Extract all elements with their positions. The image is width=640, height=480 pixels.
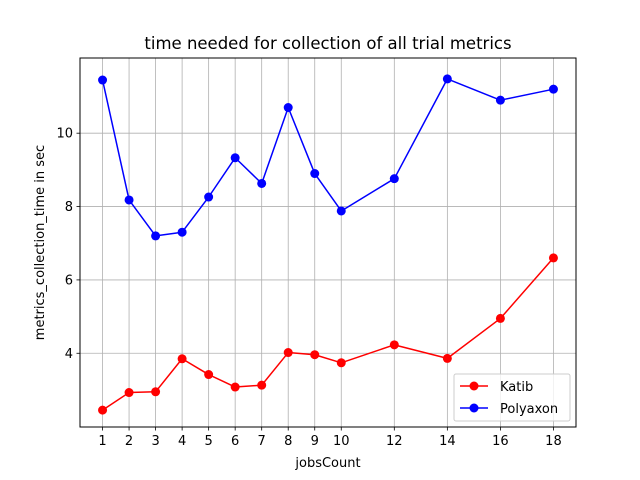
data-point-katib: [310, 350, 320, 360]
data-point-katib: [151, 387, 161, 397]
data-point-katib: [257, 380, 267, 390]
data-point-katib: [548, 253, 558, 263]
legend: Katib Polyaxon: [453, 373, 571, 422]
x-tick-label: 8: [284, 434, 292, 449]
data-point-katib: [98, 405, 108, 415]
data-point-polyaxon: [310, 169, 320, 179]
x-tick-label: 5: [205, 434, 213, 449]
x-axis-ticks: 1 2 3 4 5 6 7 8 9 10 12 14 16 18: [98, 427, 562, 449]
data-point-katib: [177, 354, 187, 364]
y-tick-label: 10: [56, 127, 73, 142]
y-axis-label: metrics_collection_time in sec: [33, 145, 48, 340]
x-tick-label: 1: [98, 434, 106, 449]
legend-katib-label: Katib: [500, 380, 533, 395]
data-point-katib: [283, 348, 293, 358]
series-line-katib: [102, 257, 555, 411]
data-point-polyaxon: [548, 84, 558, 94]
data-point-katib: [204, 370, 214, 380]
series-layer: [98, 74, 558, 415]
chart-title: time needed for collection of all trial …: [144, 34, 511, 53]
y-tick-label: 6: [65, 273, 73, 288]
data-point-polyaxon: [177, 227, 187, 237]
data-point-polyaxon: [442, 74, 452, 84]
data-point-polyaxon: [389, 174, 399, 184]
data-point-polyaxon: [283, 103, 293, 113]
data-point-polyaxon: [151, 231, 161, 241]
x-tick-label: 7: [258, 434, 266, 449]
data-point-polyaxon: [336, 206, 346, 216]
legend-katib-marker: [469, 381, 479, 391]
legend-polyaxon-label: Polyaxon: [500, 402, 558, 417]
data-point-katib: [389, 340, 399, 350]
data-point-katib: [336, 358, 346, 368]
y-tick-label: 4: [65, 347, 73, 362]
plot-frame: [79, 57, 577, 428]
data-point-katib: [495, 313, 505, 323]
y-axis-ticks: 4 6 8 10: [56, 127, 80, 362]
data-point-polyaxon: [257, 178, 267, 188]
x-tick-label: 3: [151, 434, 159, 449]
x-tick-label: 6: [231, 434, 239, 449]
x-tick-label: 10: [333, 434, 350, 449]
data-point-polyaxon: [495, 95, 505, 105]
legend-polyaxon-marker: [469, 403, 479, 413]
y-tick-label: 8: [65, 200, 73, 215]
data-point-katib: [230, 382, 240, 392]
x-tick-label: 9: [311, 434, 319, 449]
x-tick-label: 14: [439, 434, 456, 449]
x-tick-label: 12: [386, 434, 403, 449]
x-tick-label: 18: [545, 434, 562, 449]
data-point-polyaxon: [124, 195, 134, 205]
data-point-polyaxon: [204, 192, 214, 202]
data-point-katib: [124, 388, 134, 398]
x-axis-label: jobsCount: [294, 456, 360, 471]
x-tick-label: 16: [492, 434, 509, 449]
data-point-katib: [442, 353, 452, 363]
x-tick-label: 4: [178, 434, 186, 449]
data-point-polyaxon: [230, 153, 240, 163]
data-point-polyaxon: [98, 75, 108, 85]
x-tick-label: 2: [125, 434, 133, 449]
